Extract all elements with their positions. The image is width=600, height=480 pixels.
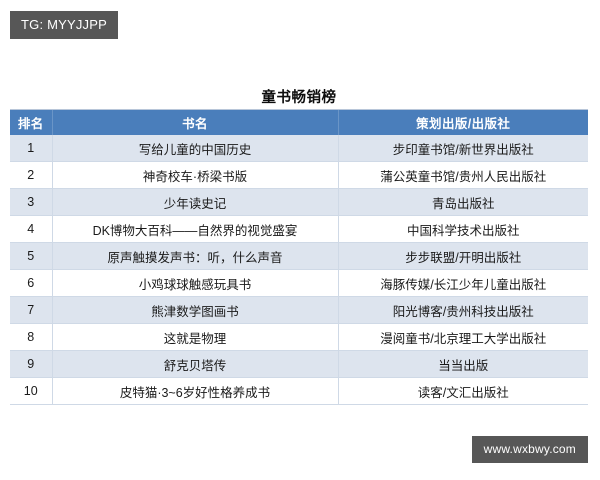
cell-title: 原声触摸发声书：听，什么声音	[52, 242, 339, 270]
cell-title: 舒克贝塔传	[52, 350, 339, 378]
bestseller-table-container: 童书畅销榜 排名 书名 策划出版/出版社 1 写给儿童的中国历史 步印童书馆/新…	[10, 84, 588, 405]
cell-rank: 8	[10, 323, 53, 351]
table-row[interactable]: 3 少年读史记 青岛出版社	[10, 188, 588, 216]
table-head: 童书畅销榜	[10, 84, 588, 110]
site-watermark: www.wxbwy.com	[471, 436, 588, 463]
cell-rank: 10	[10, 377, 53, 405]
cell-publisher: 漫阅童书/北京理工大学出版社	[338, 323, 588, 351]
channel-tag-badge: TG: MYYJJPP	[10, 11, 118, 39]
cell-title: 神奇校车·桥梁书版	[52, 161, 339, 189]
cell-publisher: 当当出版	[338, 350, 588, 378]
table-row[interactable]: 6 小鸡球球触感玩具书 海豚传媒/长江少年儿童出版社	[10, 269, 588, 297]
table-row[interactable]: 10 皮特猫·3~6岁好性格养成书 读客/文汇出版社	[10, 377, 588, 405]
column-header-rank[interactable]: 排名	[10, 109, 53, 135]
cell-title: 小鸡球球触感玩具书	[52, 269, 339, 297]
cell-rank: 2	[10, 161, 53, 189]
table-row[interactable]: 2 神奇校车·桥梁书版 蒲公英童书馆/贵州人民出版社	[10, 161, 588, 189]
column-header-title[interactable]: 书名	[52, 109, 339, 135]
cell-rank: 7	[10, 296, 53, 324]
table-title: 童书畅销榜	[10, 84, 588, 110]
table-row[interactable]: 1 写给儿童的中国历史 步印童书馆/新世界出版社	[10, 135, 588, 162]
cell-title: 这就是物理	[52, 323, 339, 351]
header-row: 排名 书名 策划出版/出版社	[10, 109, 588, 135]
cell-title: 少年读史记	[52, 188, 339, 216]
cell-rank: 9	[10, 350, 53, 378]
table-row[interactable]: 7 熊津数学图画书 阳光博客/贵州科技出版社	[10, 296, 588, 324]
cell-title: 熊津数学图画书	[52, 296, 339, 324]
cell-publisher: 读客/文汇出版社	[338, 377, 588, 405]
bestseller-table: 童书畅销榜 排名 书名 策划出版/出版社 1 写给儿童的中国历史 步印童书馆/新…	[10, 84, 588, 405]
cell-rank: 6	[10, 269, 53, 297]
table-row[interactable]: 5 原声触摸发声书：听，什么声音 步步联盟/开明出版社	[10, 242, 588, 270]
cell-publisher: 步步联盟/开明出版社	[338, 242, 588, 270]
table-title-row: 童书畅销榜	[10, 84, 588, 110]
cell-title: DK博物大百科——自然界的视觉盛宴	[52, 215, 339, 243]
cell-publisher: 步印童书馆/新世界出版社	[338, 135, 588, 162]
table-row[interactable]: 9 舒克贝塔传 当当出版	[10, 350, 588, 378]
cell-rank: 4	[10, 215, 53, 243]
cell-publisher: 青岛出版社	[338, 188, 588, 216]
cell-rank: 5	[10, 242, 53, 270]
cell-publisher: 中国科学技术出版社	[338, 215, 588, 243]
cell-title: 皮特猫·3~6岁好性格养成书	[52, 377, 339, 405]
table-body: 1 写给儿童的中国历史 步印童书馆/新世界出版社 2 神奇校车·桥梁书版 蒲公英…	[10, 135, 588, 405]
column-header-publisher[interactable]: 策划出版/出版社	[338, 109, 588, 135]
table-row[interactable]: 4 DK博物大百科——自然界的视觉盛宴 中国科学技术出版社	[10, 215, 588, 243]
cell-title: 写给儿童的中国历史	[52, 135, 339, 162]
cell-publisher: 蒲公英童书馆/贵州人民出版社	[338, 161, 588, 189]
cell-publisher: 海豚传媒/长江少年儿童出版社	[338, 269, 588, 297]
table-row[interactable]: 8 这就是物理 漫阅童书/北京理工大学出版社	[10, 323, 588, 351]
cell-rank: 3	[10, 188, 53, 216]
cell-rank: 1	[10, 135, 53, 162]
table-column-header: 排名 书名 策划出版/出版社	[10, 109, 588, 135]
cell-publisher: 阳光博客/贵州科技出版社	[338, 296, 588, 324]
